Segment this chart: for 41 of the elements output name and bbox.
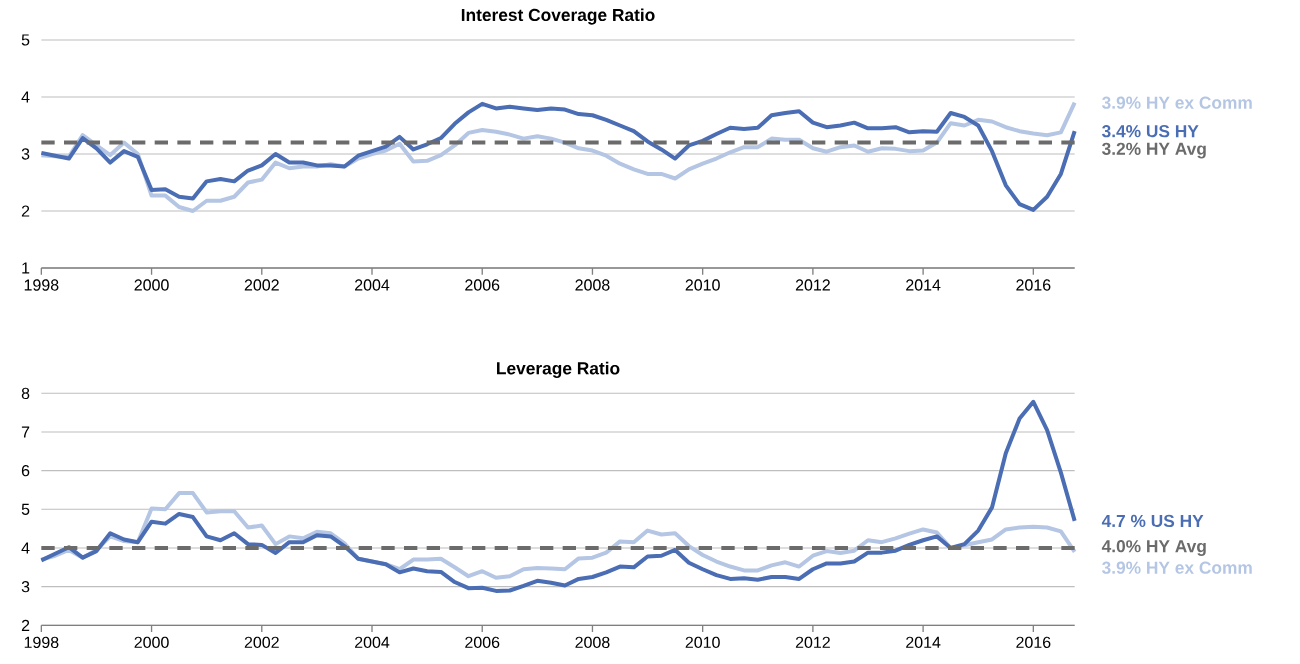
x-tick-label: 2002: [244, 636, 279, 649]
chart-title: Leverage Ratio: [497, 361, 620, 378]
series-label: 3.9% HY ex Comm: [1102, 96, 1252, 109]
x-tick-label: 2004: [355, 279, 390, 291]
y-tick-label: 4: [21, 91, 30, 103]
line-series: [39, 399, 1077, 593]
x-tick-label: 2010: [685, 279, 720, 291]
series-label: 4.7 % US HY: [1101, 514, 1204, 528]
x-tick-label: 2000: [134, 279, 169, 291]
x-tick-label: 2004: [355, 636, 390, 649]
y-tick-label: 7: [21, 426, 30, 438]
y-tick-label: 5: [21, 34, 30, 46]
x-tick-label: 1998: [24, 279, 59, 291]
series-label: 3.9% HY ex Comm: [1102, 561, 1252, 574]
x-tick-label: 2006: [465, 279, 500, 291]
x-tick-label: 2008: [575, 636, 610, 649]
ref-line-label: 4.0% HY Avg: [1101, 540, 1206, 556]
x-tick-label: 2012: [795, 636, 830, 649]
y-tick-label: 3: [21, 581, 30, 593]
x-tick-label: 2014: [906, 636, 941, 649]
series-label: 3.4% US HY: [1102, 125, 1199, 138]
x-tick-label: 2016: [1016, 636, 1051, 649]
y-tick-label: 2: [21, 619, 30, 631]
x-tick-label: 2016: [1016, 279, 1051, 291]
x-tick-label: 2000: [134, 636, 169, 649]
x-tick-label: 2012: [795, 279, 830, 291]
x-tick-label: 2002: [244, 279, 279, 291]
y-tick-label: 2: [21, 205, 30, 217]
y-tick-label: 8: [21, 387, 30, 399]
chart-title: Interest Coverage Ratio: [461, 8, 655, 25]
y-tick-label: 3: [21, 148, 30, 160]
y-tick-label: 4: [21, 542, 30, 554]
y-tick-label: 1: [22, 262, 30, 274]
x-tick-label: 1998: [24, 636, 59, 649]
x-tick-label: 2006: [465, 636, 500, 649]
x-tick-label: 2014: [906, 279, 941, 291]
y-tick-label: 5: [21, 503, 30, 515]
y-tick-label: 6: [21, 465, 30, 477]
x-tick-label: 2010: [685, 636, 720, 649]
x-tick-label: 2008: [575, 279, 610, 291]
ref-line-label: 3.2% HY Avg: [1102, 142, 1206, 159]
